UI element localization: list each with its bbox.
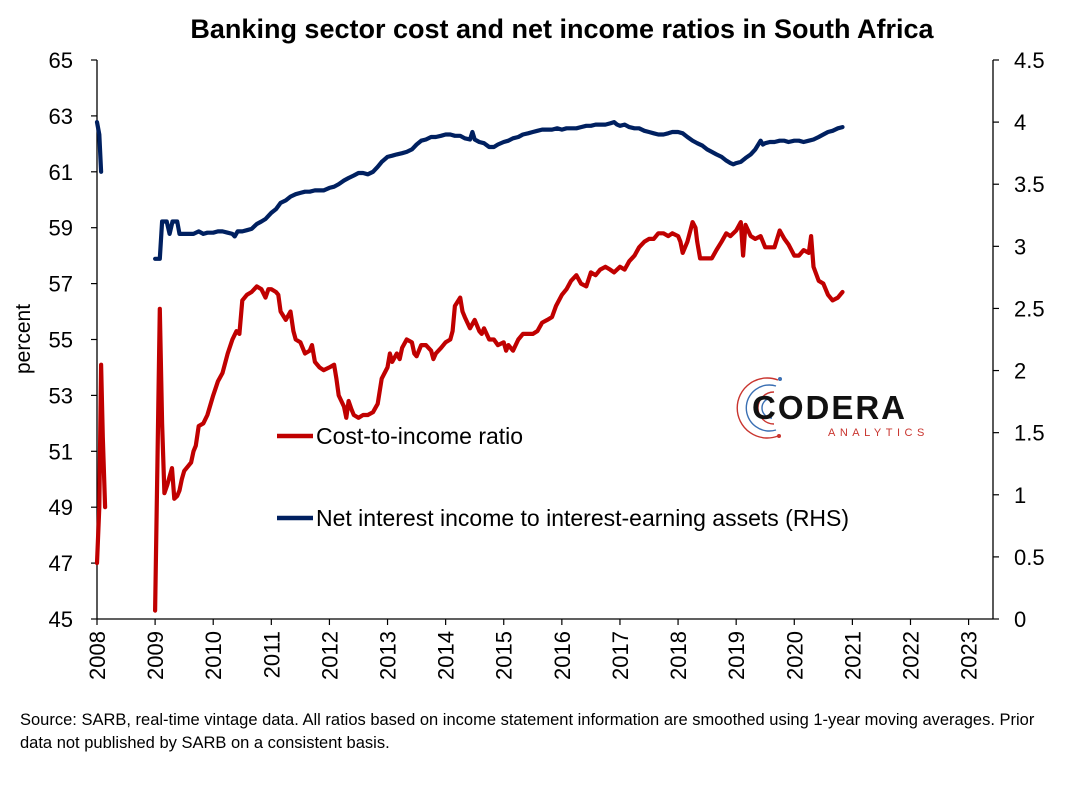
x-tick-label: 2016 bbox=[550, 631, 575, 680]
y-left-tick-label: 59 bbox=[49, 216, 73, 241]
series-line-cost-to-income bbox=[153, 220, 845, 613]
logo-name: CODERA bbox=[752, 389, 907, 426]
y-right-tick-label: 0.5 bbox=[1014, 545, 1045, 570]
codera-logo: CODERA ANALYTICS bbox=[736, 377, 929, 439]
legend-label-net-interest: Net interest income to interest-earning … bbox=[316, 505, 849, 531]
y-left-tick-label: 61 bbox=[49, 160, 73, 185]
y-right-tick-label: 2.5 bbox=[1014, 296, 1045, 321]
y-right-tick-label: 2 bbox=[1014, 359, 1026, 384]
logo-sub: ANALYTICS bbox=[828, 427, 929, 439]
y-left-tick-label: 53 bbox=[49, 383, 73, 408]
source-note: Source: SARB, real-time vintage data. Al… bbox=[20, 711, 1035, 752]
y-right-tick-label: 1.5 bbox=[1014, 421, 1045, 446]
y-left-tick-label: 57 bbox=[49, 272, 73, 297]
y-right-tick-label: 4.5 bbox=[1014, 48, 1045, 73]
y-right-tick-label: 3 bbox=[1014, 234, 1026, 259]
y-right-tick-label: 4 bbox=[1014, 110, 1026, 135]
x-tick-label: 2023 bbox=[957, 631, 982, 680]
series-line-cost-to-income bbox=[94, 362, 108, 566]
x-tick-label: 2010 bbox=[201, 631, 226, 680]
x-tick-label: 2011 bbox=[259, 631, 284, 678]
y-left-tick-label: 45 bbox=[49, 607, 73, 632]
series-lines bbox=[94, 119, 845, 613]
series-line-net-interest bbox=[94, 119, 104, 174]
y-left-tick-label: 55 bbox=[49, 328, 73, 353]
y-left-tick-label: 49 bbox=[49, 495, 73, 520]
x-tick-label: 2015 bbox=[492, 631, 517, 680]
x-tick-label: 2017 bbox=[608, 631, 633, 680]
y-right-tick-label: 1 bbox=[1014, 483, 1026, 508]
x-tick-label: 2022 bbox=[898, 631, 923, 680]
series-line-net-interest bbox=[153, 119, 845, 261]
y-right-tick-label: 3.5 bbox=[1014, 172, 1045, 197]
y-left-tick-label: 51 bbox=[49, 439, 73, 464]
y-axis-label: percent bbox=[12, 304, 35, 374]
x-tick-label: 2012 bbox=[317, 631, 342, 680]
x-tick-label: 2008 bbox=[85, 631, 110, 680]
x-tick-label: 2009 bbox=[143, 631, 168, 680]
y-right-tick-label: 0 bbox=[1014, 607, 1026, 632]
chart-title: Banking sector cost and net income ratio… bbox=[190, 14, 934, 44]
x-tick-label: 2020 bbox=[782, 631, 807, 680]
legend: Cost-to-income ratio Net interest income… bbox=[277, 423, 849, 531]
x-tick-label: 2021 bbox=[840, 631, 865, 680]
axes: 45 47 49 51 53 55 57 59 61 63 65 0 0.5 1 1.5 2 2.5 3 3.5 4 4… bbox=[49, 48, 1045, 680]
legend-label-cost-to-income: Cost-to-income ratio bbox=[316, 423, 523, 449]
chart: Banking sector cost and net income ratio… bbox=[12, 14, 1045, 680]
x-tick-label: 2019 bbox=[724, 631, 749, 680]
x-tick-label: 2013 bbox=[376, 631, 401, 680]
y-left-tick-label: 47 bbox=[49, 551, 73, 576]
y-left-tick-label: 65 bbox=[49, 48, 73, 73]
x-tick-label: 2014 bbox=[434, 631, 459, 680]
y-left-tick-label: 63 bbox=[49, 104, 73, 129]
logo-mark-icon bbox=[736, 377, 782, 439]
x-tick-label: 2018 bbox=[666, 631, 691, 680]
